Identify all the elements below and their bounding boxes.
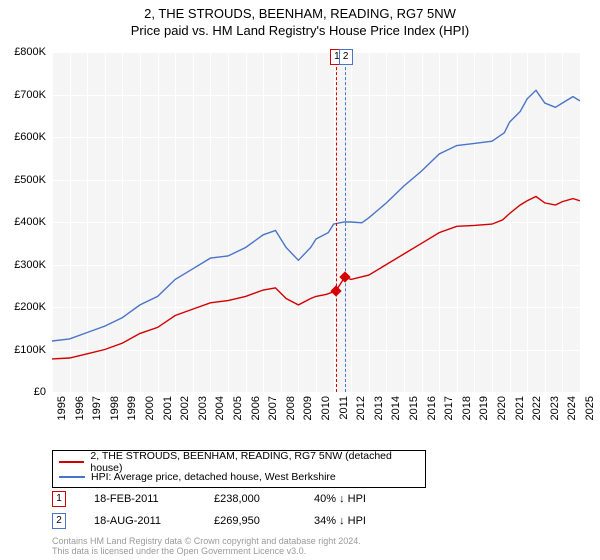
legend-swatch [59,476,85,478]
x-tick-label: 2015 [408,396,420,436]
footer-line-2: This data is licensed under the Open Gov… [52,546,361,556]
sale-marker-line [336,52,337,392]
x-tick-label: 2023 [549,396,561,436]
x-tick-label: 1996 [74,396,86,436]
x-tick-label: 2018 [461,396,473,436]
x-tick-label: 2024 [566,396,578,436]
sale-marker-badge: 2 [339,49,353,65]
chart-area: 12 £0£100K£200K£300K£400K£500K£600K£700K… [52,52,580,412]
x-tick-label: 2016 [426,396,438,436]
y-tick-label: £800K [0,46,46,58]
sale-marker-line [345,52,346,392]
sale-date: 18-AUG-2011 [94,515,214,527]
x-tick-label: 2020 [496,396,508,436]
x-tick-label: 2003 [197,396,209,436]
x-tick-label: 1998 [109,396,121,436]
sale-row: 2 18-AUG-2011£269,95034% ↓ HPI [52,512,424,530]
series-line [52,90,580,341]
line-series [52,52,580,392]
legend-item: 2, THE STROUDS, BEENHAM, READING, RG7 5N… [59,454,419,469]
x-tick-label: 2012 [355,396,367,436]
x-tick-label: 2010 [320,396,332,436]
x-tick-label: 2004 [214,396,226,436]
chart-title: 2, THE STROUDS, BEENHAM, READING, RG7 5N… [0,6,600,21]
y-tick-label: £0 [0,386,46,398]
x-tick-label: 2017 [443,396,455,436]
sale-price: £238,000 [214,493,314,505]
x-tick-label: 2021 [514,396,526,436]
x-tick-label: 2007 [267,396,279,436]
x-tick-label: 2014 [390,396,402,436]
sale-date: 18-FEB-2011 [94,493,214,505]
sale-change: 40% ↓ HPI [314,493,424,505]
chart-container: 2, THE STROUDS, BEENHAM, READING, RG7 5N… [0,0,600,560]
series-line [52,197,580,359]
y-tick-label: £300K [0,259,46,271]
chart-subtitle: Price paid vs. HM Land Registry's House … [0,23,600,38]
x-tick-label: 2025 [584,396,596,436]
x-tick-label: 2011 [338,396,350,436]
x-tick-label: 2005 [232,396,244,436]
x-tick-label: 1995 [56,396,68,436]
sale-row: 1 18-FEB-2011£238,00040% ↓ HPI [52,490,424,508]
legend-swatch [59,461,84,463]
x-tick-label: 1999 [126,396,138,436]
x-tick-label: 2008 [285,396,297,436]
x-tick-label: 2019 [478,396,490,436]
y-tick-label: £100K [0,344,46,356]
x-tick-label: 2009 [302,396,314,436]
x-tick-label: 1997 [91,396,103,436]
sale-price: £269,950 [214,515,314,527]
x-tick-label: 2006 [250,396,262,436]
sale-index-badge: 1 [52,491,66,507]
x-tick-label: 2000 [144,396,156,436]
sale-change: 34% ↓ HPI [314,515,424,527]
y-tick-label: £400K [0,216,46,228]
x-tick-label: 2002 [179,396,191,436]
x-tick-label: 2001 [162,396,174,436]
x-tick-label: 2013 [373,396,385,436]
y-tick-label: £700K [0,89,46,101]
sale-index-badge: 2 [52,513,66,529]
titles: 2, THE STROUDS, BEENHAM, READING, RG7 5N… [0,0,600,38]
y-tick-label: £200K [0,301,46,313]
x-tick-label: 2022 [531,396,543,436]
footer-line-1: Contains HM Land Registry data © Crown c… [52,536,361,546]
license-footer: Contains HM Land Registry data © Crown c… [52,536,361,557]
legend-box: 2, THE STROUDS, BEENHAM, READING, RG7 5N… [52,450,426,488]
y-tick-label: £600K [0,131,46,143]
sales-table: 1 18-FEB-2011£238,00040% ↓ HPI 2 18-AUG-201… [52,490,424,534]
y-tick-label: £500K [0,174,46,186]
legend-label: HPI: Average price, detached house, West… [91,471,336,483]
